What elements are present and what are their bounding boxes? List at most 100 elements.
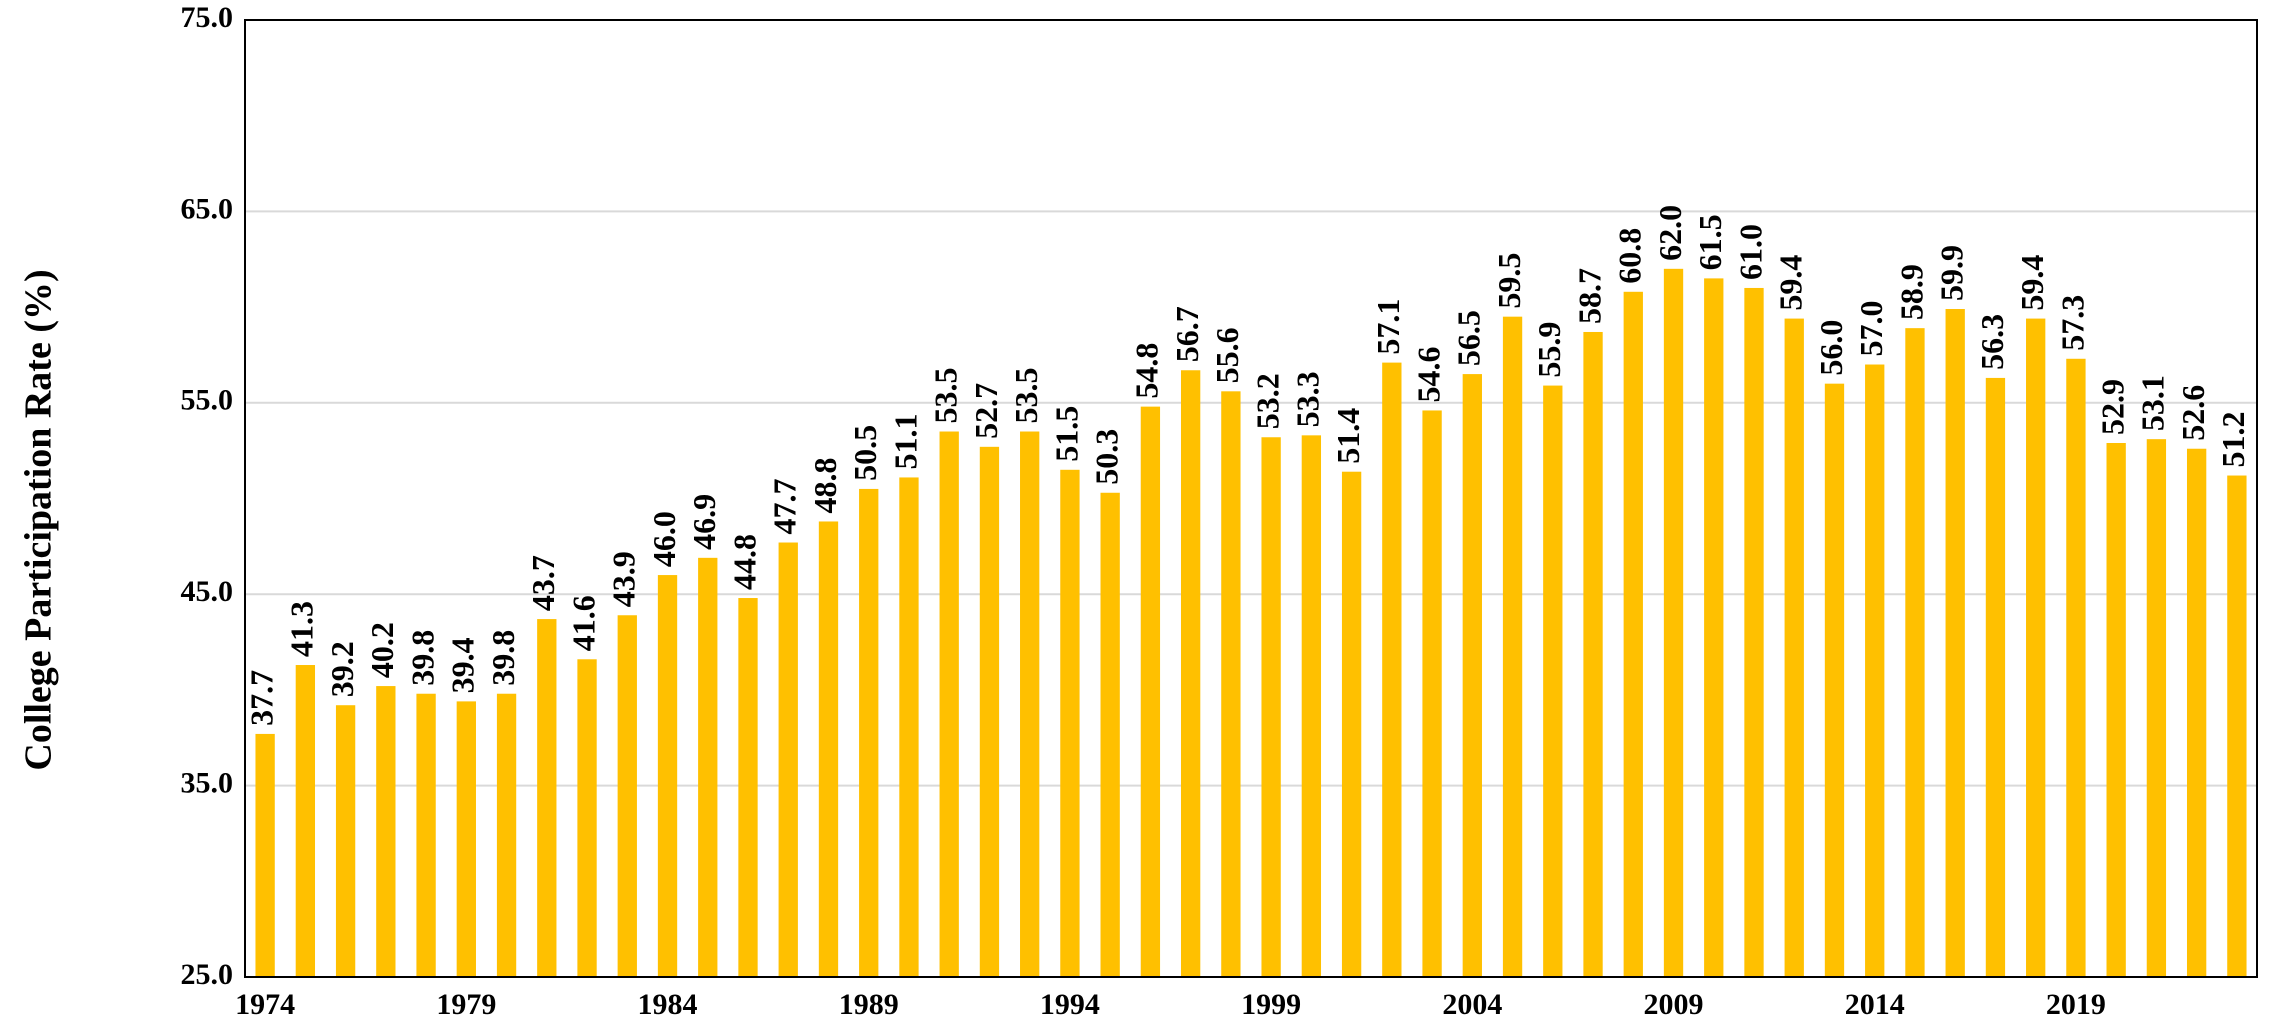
x-tick-label: 2004 [1442, 988, 1502, 1021]
bar [617, 615, 637, 977]
value-label: 51.1 [887, 413, 923, 469]
value-label: 53.1 [2135, 375, 2171, 431]
value-label: 51.4 [1330, 408, 1366, 464]
value-label: 62.0 [1652, 205, 1688, 261]
y-tick-label: 55.0 [181, 384, 234, 417]
y-tick-label: 25.0 [181, 958, 234, 991]
value-label: 58.7 [1571, 268, 1607, 324]
y-tick-label: 75.0 [181, 1, 234, 34]
value-label: 43.7 [525, 555, 561, 611]
bar [1100, 492, 1120, 977]
value-label: 47.7 [767, 479, 803, 535]
bar [1985, 377, 2006, 978]
plot-frame [244, 19, 2258, 978]
bar [376, 686, 396, 977]
x-tick-label: 1984 [638, 988, 698, 1021]
value-label: 60.8 [1612, 228, 1648, 284]
y-tick-label: 45.0 [181, 575, 234, 608]
bar [2227, 475, 2247, 977]
bar [1623, 291, 1643, 978]
value-label: 44.8 [726, 534, 762, 590]
value-label: 58.9 [1893, 264, 1929, 320]
bar [657, 575, 678, 977]
bar [979, 446, 1000, 977]
x-tick-label: 1994 [1040, 988, 1100, 1021]
value-label: 46.0 [646, 511, 682, 567]
value-label: 59.9 [1934, 245, 1970, 301]
value-label: 53.3 [1290, 371, 1326, 427]
bar [1502, 316, 1523, 977]
bar [1865, 364, 1885, 977]
bar [1261, 437, 1281, 977]
value-label: 55.9 [1531, 322, 1567, 378]
y-tick-label: 65.0 [181, 192, 234, 225]
value-label: 39.8 [485, 630, 521, 686]
y-tick-label: 35.0 [181, 766, 234, 799]
bar [939, 431, 959, 977]
bar [2146, 439, 2167, 977]
bar [1744, 287, 1764, 978]
bar [1824, 383, 1845, 977]
bar [496, 693, 517, 977]
bar [1905, 328, 1925, 977]
bar [1382, 362, 1402, 978]
bar [255, 733, 275, 977]
value-label: 56.0 [1813, 320, 1849, 376]
value-label: 54.8 [1129, 343, 1165, 399]
x-tick-label: 1989 [839, 988, 899, 1021]
bar [1704, 278, 1724, 977]
value-label: 40.2 [364, 622, 400, 678]
value-label: 52.7 [968, 383, 1004, 439]
value-label: 48.8 [807, 457, 843, 513]
value-label: 61.0 [1732, 224, 1768, 280]
bar [2106, 442, 2126, 977]
value-label: 46.9 [686, 494, 722, 550]
value-label: 53.5 [928, 368, 964, 424]
x-tick-label: 2014 [1845, 988, 1905, 1021]
value-label: 51.2 [2215, 412, 2251, 468]
value-label: 61.5 [1692, 214, 1728, 270]
bar [1462, 374, 1482, 978]
bar [1221, 391, 1241, 977]
value-label: 39.2 [324, 641, 360, 697]
value-label: 57.1 [1370, 299, 1406, 355]
bar [738, 598, 758, 977]
value-label: 41.6 [565, 595, 601, 651]
value-label: 39.4 [445, 637, 481, 693]
x-tick-label: 1999 [1241, 988, 1301, 1021]
value-label: 39.8 [404, 630, 440, 686]
bar [698, 557, 718, 977]
bar [1341, 471, 1362, 977]
y-axis-title: College Participation Rate (%) [18, 269, 60, 770]
bar [1020, 431, 1040, 977]
value-label: 41.3 [284, 601, 320, 657]
value-label: 53.2 [1249, 373, 1285, 429]
bar [1945, 309, 1965, 977]
bar [778, 542, 798, 977]
bar [859, 488, 879, 977]
x-tick-label: 2009 [1644, 988, 1704, 1021]
bar [1422, 410, 1442, 977]
bar [1543, 385, 1563, 978]
bar [1180, 370, 1201, 978]
value-label: 53.5 [1008, 368, 1044, 424]
bar [1784, 318, 1804, 978]
bar [1301, 435, 1322, 977]
x-tick-label: 1974 [235, 988, 295, 1021]
x-tick-label: 2019 [2046, 988, 2106, 1021]
value-label: 56.3 [1974, 314, 2010, 370]
bar [335, 705, 356, 977]
value-label: 56.5 [1451, 310, 1487, 366]
bar [2186, 448, 2207, 978]
value-label: 52.9 [2095, 379, 2131, 435]
value-label: 52.6 [2175, 385, 2211, 441]
bar [1663, 268, 1684, 977]
bar [1583, 331, 1603, 977]
value-label: 43.9 [606, 551, 642, 607]
bar [577, 659, 597, 977]
value-label: 57.3 [2054, 295, 2090, 351]
value-label: 59.5 [1491, 253, 1527, 309]
bar [537, 619, 557, 977]
bar [818, 521, 839, 977]
value-label: 50.3 [1089, 429, 1125, 485]
